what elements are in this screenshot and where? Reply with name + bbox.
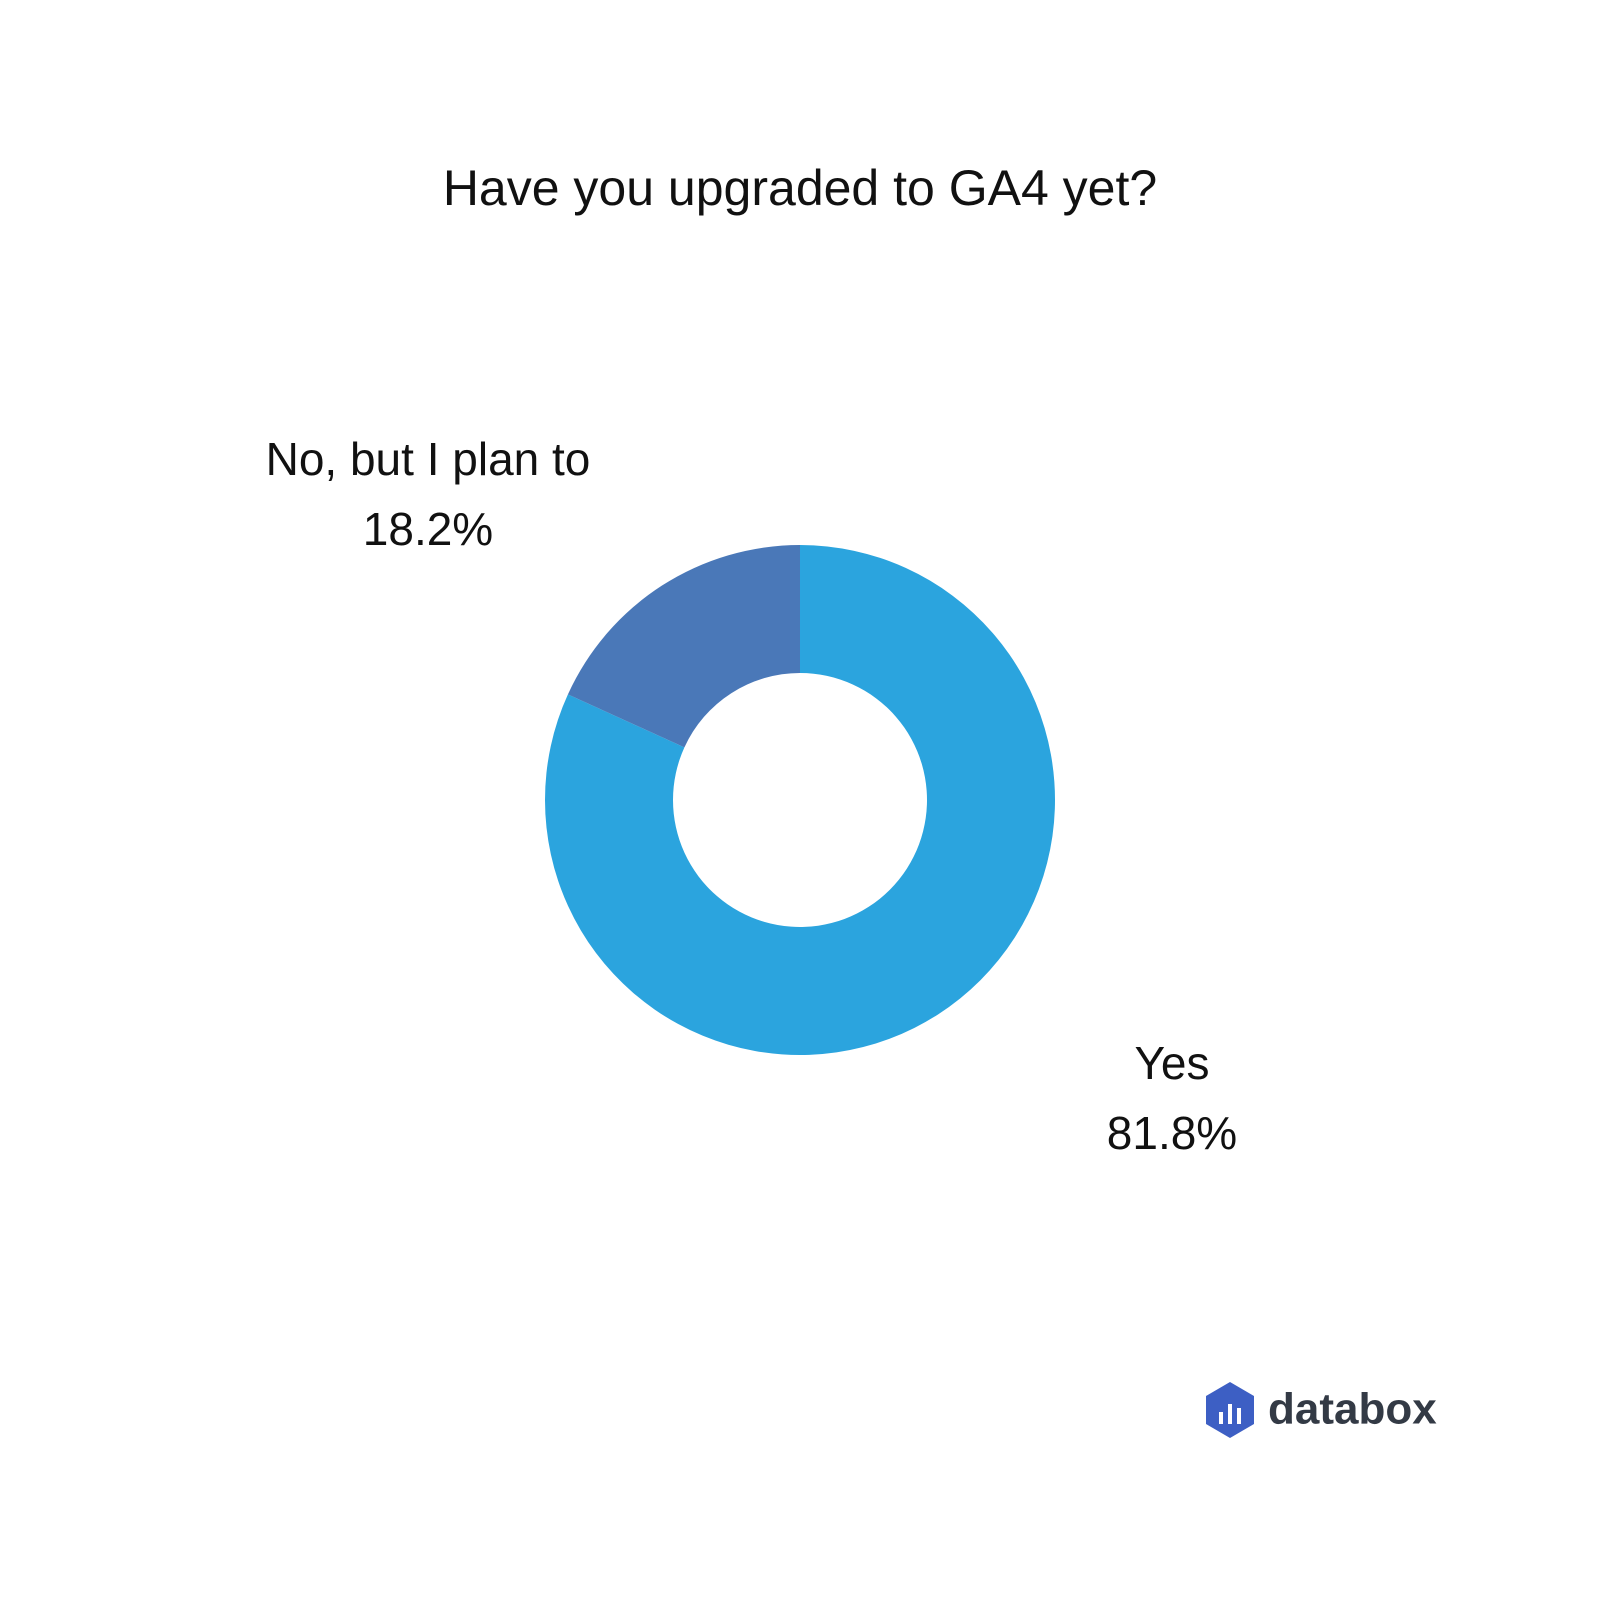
chart-title: Have you upgraded to GA4 yet?	[443, 160, 1157, 216]
slice-label: Yes	[1134, 1037, 1209, 1089]
value-label: 18.2%	[363, 503, 493, 555]
donut-slice	[545, 545, 1055, 1055]
logo: databox	[1206, 1382, 1437, 1438]
logo-bar	[1219, 1412, 1223, 1424]
logo-text: databox	[1268, 1385, 1437, 1434]
value-label: 81.8%	[1107, 1107, 1237, 1159]
logo-bar	[1228, 1404, 1232, 1424]
slice-label: No, but I plan to	[266, 433, 591, 485]
donut-slice	[567, 545, 800, 748]
logo-bar	[1237, 1408, 1241, 1424]
